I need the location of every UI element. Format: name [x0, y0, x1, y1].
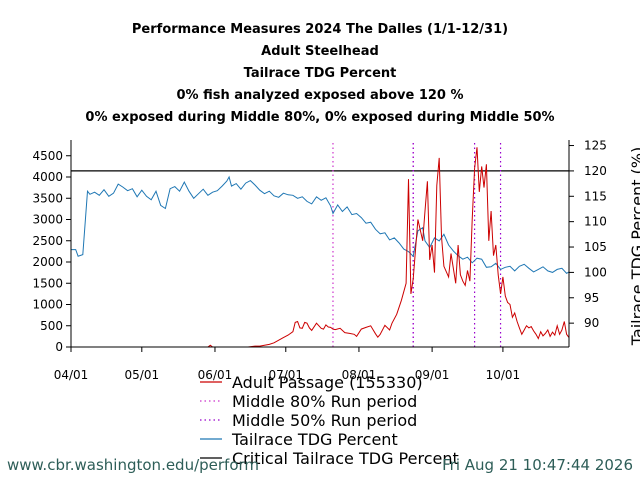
chart-titles: Performance Measures 2024 The Dalles (1/… — [0, 19, 640, 129]
left-tick-label: 3000 — [32, 213, 63, 227]
right-tick-label: 105 — [584, 240, 607, 254]
right-tick-label: 125 — [584, 139, 607, 153]
x-tick-label: 08/01 — [342, 368, 377, 382]
adult-passage-series-line — [71, 147, 570, 348]
left-tick-label: 2500 — [32, 234, 63, 248]
left-tick-label: 1000 — [32, 298, 63, 312]
chart-subtitle-run-periods: 0% exposed during Middle 80%, 0% exposed… — [85, 110, 555, 125]
tdg-percent-series-line — [71, 175, 570, 275]
legend-label: Critical Tailrace TDG Percent — [232, 449, 459, 468]
chart-subtitle-measure: Tailrace TDG Percent — [243, 66, 397, 81]
right-tick-label: 115 — [584, 189, 607, 203]
x-tick-label: 05/01 — [125, 368, 160, 382]
right-tick-label: 100 — [584, 265, 607, 279]
source-url: www.cbr.washington.edu/perform — [7, 456, 260, 474]
left-tick-label: 2000 — [32, 255, 63, 269]
right-tick-label: 120 — [584, 164, 607, 178]
left-tick-label: 0 — [55, 340, 63, 354]
legend-label: Middle 80% Run period — [232, 392, 417, 411]
left-tick-label: 1500 — [32, 276, 63, 290]
x-tick-label: 07/01 — [268, 368, 303, 382]
left-tick-label: 4000 — [32, 170, 63, 184]
axes: 0 500 1000 1500 2000 2500 3000 3500 4000 4500 90 95… — [32, 139, 606, 382]
left-tick-label: 500 — [40, 319, 63, 333]
x-tick-label: 04/01 — [54, 368, 89, 382]
generated-timestamp: Fri Aug 21 10:47:44 2026 — [442, 456, 633, 474]
right-tick-label: 110 — [584, 215, 607, 229]
plot-area — [71, 143, 570, 348]
right-axis-title: Tailrace TDG Percent (%) — [628, 147, 640, 346]
x-tick-label: 10/01 — [486, 368, 521, 382]
chart-title: Performance Measures 2024 The Dalles (1/… — [131, 22, 509, 37]
chart-subtitle-species: Adult Steelhead — [261, 44, 379, 59]
right-tick-label: 95 — [584, 291, 599, 305]
left-tick-label: 4500 — [32, 149, 63, 163]
left-tick-label: 3500 — [32, 191, 63, 205]
right-tick-label: 90 — [584, 316, 599, 330]
x-tick-label: 09/01 — [415, 368, 450, 382]
legend: Adult Passage (155330)Middle 80% Run per… — [200, 373, 459, 468]
legend-label: Middle 50% Run period — [232, 411, 417, 430]
legend-label: Adult Passage (155330) — [232, 373, 423, 392]
x-tick-label: 06/01 — [198, 368, 233, 382]
legend-label: Tailrace TDG Percent — [231, 430, 398, 449]
chart-subtitle-exposure: 0% fish analyzed exposed above 120 % — [176, 88, 464, 103]
